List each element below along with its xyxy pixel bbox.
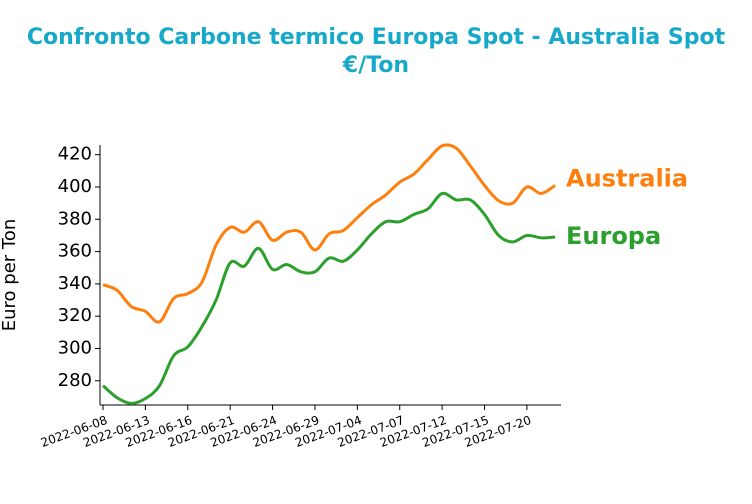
line xyxy=(102,191,556,405)
line xyxy=(102,143,556,324)
y-tick-label: 280 xyxy=(58,370,92,391)
y-tick-label: 420 xyxy=(58,144,92,165)
y-tick-label: 340 xyxy=(58,273,92,294)
y-tick-label: 400 xyxy=(58,176,92,197)
y-tick-label: 360 xyxy=(58,241,92,262)
legend-label: Europa xyxy=(566,222,661,250)
y-tick-label: 320 xyxy=(58,305,92,326)
y-tick-label: 380 xyxy=(58,208,92,229)
chart-subtitle: €/Ton xyxy=(342,53,409,78)
chart-title: Confronto Carbone termico Europa Spot - … xyxy=(27,25,726,50)
legend-label: Australia xyxy=(566,164,688,192)
y-tick-label: 300 xyxy=(58,337,92,358)
y-axis-label: Euro per Ton xyxy=(0,219,20,332)
